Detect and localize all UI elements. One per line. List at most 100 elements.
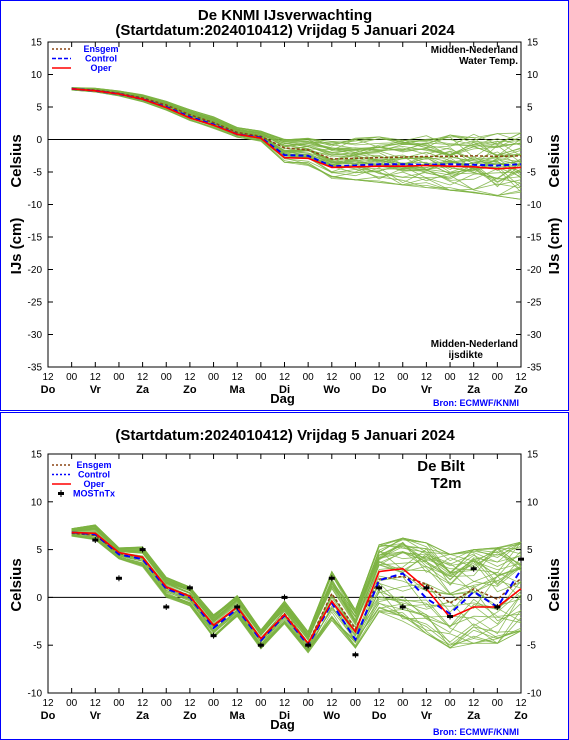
x-tick-day-label: Vr: [421, 384, 433, 396]
x-tick-hour-label: 12: [184, 698, 196, 709]
x-tick-day-label: Wo: [323, 710, 340, 722]
y-tick-label-right: -5: [527, 168, 536, 179]
y-tick-label-left: 15: [31, 38, 43, 49]
x-tick-hour-label: 12: [326, 372, 338, 383]
ensemble-member-line: [71, 87, 522, 146]
ensemble-member-line: [71, 525, 522, 637]
chart-subtitle: (Startdatum:2024010412) Vrijdag 5 Januar…: [115, 22, 455, 39]
x-tick-hour-label: 12: [137, 372, 149, 383]
x-tick-day-label: Di: [279, 710, 290, 722]
x-tick-hour-label: 00: [303, 698, 315, 709]
x-tick-hour-label: 12: [279, 698, 291, 709]
x-tick-hour-label: 12: [90, 372, 102, 383]
x-tick-hour-label: 00: [492, 698, 504, 709]
x-tick-hour-label: 00: [350, 698, 362, 709]
legend-label-mostntx: MOSTnTx: [73, 489, 115, 499]
y-tick-label-left: 0: [36, 135, 42, 146]
y-tick-label-right: -20: [527, 265, 542, 276]
x-tick-hour-label: 00: [397, 698, 409, 709]
y-tick-label-right: -10: [527, 200, 542, 211]
x-tick-day-label: Vr: [90, 384, 102, 396]
x-tick-day-label: Za: [136, 710, 150, 722]
y-tick-label-left: -10: [28, 200, 43, 211]
annotation-ice-thickness: ijsdikte: [449, 350, 484, 361]
y-tick-label-right: -25: [527, 298, 542, 309]
annotation-water-temp: Midden-Nederland: [431, 45, 518, 56]
y-tick-label-left: -30: [28, 330, 43, 341]
x-tick-hour-label: 00: [492, 372, 504, 383]
y-tick-label-right: 5: [527, 545, 533, 556]
y-tick-label-left: -25: [28, 298, 43, 309]
x-tick-day-label: Do: [41, 384, 56, 396]
ensemble-member-line: [71, 528, 522, 637]
x-tick-day-label: Do: [372, 710, 387, 722]
x-tick-day-label: Wo: [323, 384, 340, 396]
x-tick-hour-label: 00: [161, 372, 173, 383]
y-tick-label-left: 5: [36, 103, 42, 114]
legend-label-control: Control: [78, 470, 110, 480]
y-axis-label-right-ice: IJs (cm): [546, 218, 563, 275]
y-tick-label-right: 10: [527, 70, 539, 81]
ensemble-member-line: [71, 89, 522, 196]
x-tick-hour-label: 00: [255, 698, 267, 709]
source-label: Bron: ECMWF/KNMI: [433, 727, 519, 737]
legend-label-oper: Oper: [90, 63, 112, 73]
x-tick-hour-label: 12: [232, 372, 244, 383]
ensemble-member-line: [71, 535, 522, 654]
series-line-ensgem: [71, 88, 522, 160]
x-tick-hour-label: 00: [113, 372, 125, 383]
y-tick-label-left: 10: [31, 70, 43, 81]
x-tick-day-label: Ma: [230, 384, 246, 396]
y-tick-label-right: 0: [527, 593, 533, 604]
x-tick-hour-label: 00: [66, 698, 78, 709]
x-tick-hour-label: 12: [515, 698, 527, 709]
x-tick-hour-label: 00: [444, 698, 456, 709]
ensemble-member-line: [71, 88, 522, 179]
ensemble-member-line: [71, 88, 522, 179]
x-tick-hour-label: 00: [444, 372, 456, 383]
ice-forecast-panel: De KNMI IJsverwachting (Startdatum:202401…: [0, 0, 569, 411]
y-tick-label-left: -15: [28, 233, 43, 244]
ensemble-member-line: [71, 524, 522, 633]
y-tick-label-right: -10: [527, 689, 542, 700]
y-axis-label-right: Celsius: [546, 558, 563, 611]
y-tick-label-right: 15: [527, 38, 539, 49]
t2m-forecast-chart: (Startdatum:2024010412) Vrijdag 5 Januar…: [8, 427, 563, 737]
x-tick-hour-label: 12: [374, 698, 386, 709]
x-tick-hour-label: 00: [255, 372, 267, 383]
annotation-de-bilt: T2m: [431, 475, 462, 492]
t2m-forecast-panel: (Startdatum:2024010412) Vrijdag 5 Januar…: [0, 412, 569, 740]
y-tick-label-right: 15: [527, 450, 539, 461]
y-tick-label-right: -5: [527, 641, 536, 652]
series-line-oper: [71, 88, 522, 170]
y-axis-label-left: Celsius: [8, 558, 25, 611]
y-tick-label-right: 0: [527, 135, 533, 146]
y-tick-label-right: 5: [527, 103, 533, 114]
annotation-water-temp: Water Temp.: [459, 56, 518, 67]
y-tick-label-left: -5: [33, 168, 42, 179]
x-tick-hour-label: 12: [42, 698, 54, 709]
ensemble-member-line: [71, 88, 522, 173]
x-tick-day-label: Za: [136, 384, 150, 396]
y-axis-label-left-ice: IJs (cm): [8, 218, 25, 275]
y-tick-label-left: -5: [33, 641, 42, 652]
x-tick-day-label: Di: [279, 384, 290, 396]
x-tick-hour-label: 12: [421, 372, 433, 383]
ensemble-member-line: [71, 89, 522, 191]
x-tick-hour-label: 00: [208, 698, 220, 709]
x-tick-day-label: Za: [467, 710, 481, 722]
x-tick-hour-label: 12: [232, 698, 244, 709]
y-tick-label-right: -15: [527, 233, 542, 244]
chart-title: De KNMI IJsverwachting: [198, 7, 372, 24]
ensemble-member-line: [71, 527, 522, 636]
x-tick-hour-label: 12: [468, 698, 480, 709]
x-tick-day-label: Do: [41, 710, 56, 722]
ensemble-member-line: [71, 533, 522, 649]
x-tick-hour-label: 12: [137, 698, 149, 709]
x-tick-day-label: Za: [467, 384, 481, 396]
x-tick-day-label: Zo: [514, 710, 528, 722]
x-tick-hour-label: 00: [350, 372, 362, 383]
annotation-de-bilt: De Bilt: [417, 458, 465, 475]
x-tick-day-label: Zo: [514, 384, 528, 396]
annotation-ice-thickness: Midden-Nederland: [431, 339, 518, 350]
